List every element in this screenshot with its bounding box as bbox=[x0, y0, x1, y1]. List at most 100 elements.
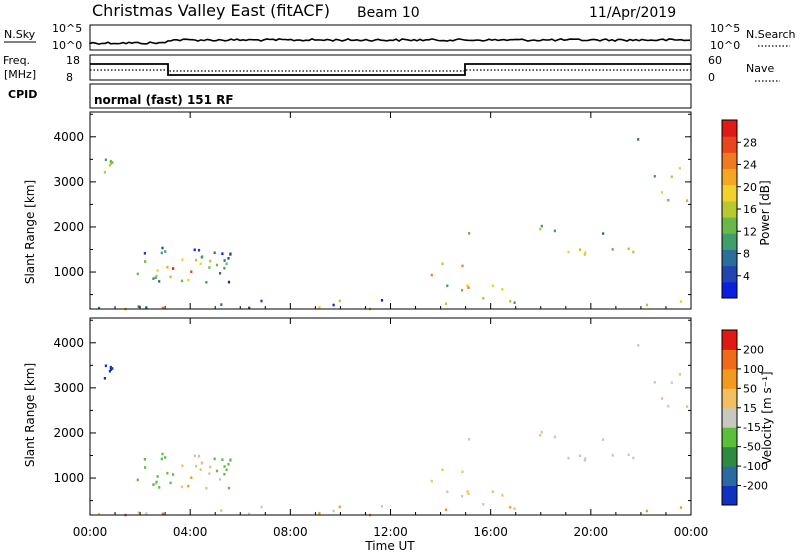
echo-cell bbox=[482, 297, 485, 300]
echo-cell bbox=[155, 274, 158, 278]
echo-cell bbox=[103, 171, 106, 174]
echo-cell bbox=[199, 262, 202, 265]
echo-cell bbox=[660, 191, 664, 194]
echo-cell bbox=[227, 463, 230, 466]
echo-cell bbox=[444, 508, 448, 512]
echo-cell bbox=[686, 199, 689, 202]
colorbar-swatch bbox=[722, 330, 737, 350]
colorbar-tick: 28 bbox=[743, 136, 757, 149]
echo-cell bbox=[201, 461, 204, 464]
colorbar-tick: 4 bbox=[743, 270, 750, 283]
echo-cell bbox=[136, 272, 139, 276]
echo-cell bbox=[653, 175, 656, 178]
echo-cell bbox=[632, 456, 635, 460]
echo-cell bbox=[670, 381, 673, 385]
power-panel: 4000 3000 2000 1000 Slant Range [km] 28 24 20… bbox=[23, 111, 772, 311]
nsky-panel: N.Sky 10^5 10^0 10^5 10^0 N.Search bbox=[4, 22, 796, 52]
echo-cell bbox=[602, 232, 605, 235]
echo-cell bbox=[161, 306, 164, 310]
freq-label: Freq. bbox=[3, 54, 30, 67]
echo-cell bbox=[467, 492, 470, 495]
y-tick-label: 1000 bbox=[53, 265, 84, 279]
echo-cell bbox=[190, 476, 193, 479]
echo-cell bbox=[208, 266, 211, 269]
cpid-text: normal (fast) 151 RF bbox=[94, 93, 234, 107]
power-colorbar-label: Power [dB] bbox=[758, 180, 772, 245]
echo-cell bbox=[441, 468, 444, 472]
colorbar-tick: 20 bbox=[743, 181, 757, 194]
echo-cell bbox=[567, 456, 570, 460]
nave-label: Nave bbox=[746, 62, 774, 75]
colorbar-swatch bbox=[722, 233, 737, 250]
echo-cell bbox=[338, 505, 341, 509]
nsearch-label: N.Search bbox=[746, 28, 796, 41]
echo-cell bbox=[501, 288, 504, 291]
colorbar-swatch bbox=[722, 200, 737, 218]
cpid-label: CPID bbox=[8, 88, 37, 101]
station-title: Christmas Valley East (fitACF) bbox=[92, 1, 330, 20]
echo-cell bbox=[540, 430, 543, 434]
echo-cell bbox=[578, 454, 582, 457]
power-frame bbox=[89, 111, 692, 310]
colorbar-tick: -200 bbox=[743, 480, 768, 493]
echo-cell bbox=[180, 279, 184, 283]
y-tick-label: 2000 bbox=[53, 220, 84, 234]
echo-cell bbox=[637, 138, 640, 141]
echo-cell bbox=[627, 453, 630, 457]
echo-cell bbox=[145, 306, 148, 309]
echo-cell bbox=[466, 490, 469, 493]
echo-cell bbox=[169, 275, 172, 279]
colorbar-swatch bbox=[722, 249, 737, 267]
echo-cell bbox=[161, 246, 164, 250]
nave-tick-top: 60 bbox=[708, 54, 722, 67]
x-tick-label: 12:00 bbox=[373, 525, 408, 539]
echo-cell bbox=[108, 369, 111, 373]
x-tick-label: 08:00 bbox=[273, 525, 308, 539]
colorbar-swatch bbox=[722, 368, 737, 389]
velocity-frame bbox=[89, 317, 692, 516]
echo-cell bbox=[679, 300, 683, 303]
echo-cell bbox=[213, 457, 216, 461]
velocity-panel: 4000 3000 2000 1000 Slant Range [km] 200 100… bbox=[23, 317, 774, 517]
echo-cell bbox=[513, 301, 516, 304]
echo-cell bbox=[468, 438, 471, 441]
echo-cell bbox=[169, 481, 172, 485]
echo-cell bbox=[154, 276, 157, 279]
echo-cell bbox=[156, 475, 159, 478]
echo-cell bbox=[199, 468, 202, 471]
velocity-scatter bbox=[97, 344, 689, 517]
echo-cell bbox=[441, 262, 444, 266]
echo-cell bbox=[678, 167, 681, 170]
echo-cell bbox=[539, 227, 542, 231]
echo-cell bbox=[205, 487, 208, 490]
colorbar-swatch bbox=[722, 407, 737, 428]
echo-cell bbox=[667, 404, 670, 408]
colorbar-tick: 15 bbox=[743, 402, 757, 415]
echo-cell bbox=[97, 512, 101, 516]
echo-cell bbox=[645, 303, 648, 307]
echo-cell bbox=[111, 367, 114, 370]
echo-cell bbox=[152, 483, 155, 486]
power-scatter bbox=[97, 138, 689, 311]
colorbar-tick: 100 bbox=[743, 363, 764, 376]
echo-cell bbox=[670, 175, 673, 179]
colorbar-swatch bbox=[722, 466, 737, 487]
colorbar-swatch bbox=[722, 136, 737, 153]
echo-cell bbox=[136, 478, 139, 482]
echo-cell bbox=[611, 454, 614, 457]
echo-cell bbox=[161, 452, 164, 456]
colorbar-tick: 24 bbox=[743, 159, 757, 172]
echo-cell bbox=[466, 284, 469, 287]
echo-cell bbox=[430, 479, 433, 483]
echo-cell bbox=[164, 456, 167, 459]
colorbar-tick: -15 bbox=[743, 421, 761, 434]
echo-cell bbox=[446, 490, 449, 494]
colorbar-swatch bbox=[722, 349, 737, 370]
echo-cell bbox=[225, 262, 228, 266]
echo-cell bbox=[260, 505, 263, 509]
echo-cell bbox=[187, 484, 190, 488]
echo-cell bbox=[209, 259, 212, 263]
beam-label: Beam 10 bbox=[357, 5, 420, 21]
echo-cell bbox=[208, 472, 211, 475]
echo-cell bbox=[686, 405, 689, 408]
